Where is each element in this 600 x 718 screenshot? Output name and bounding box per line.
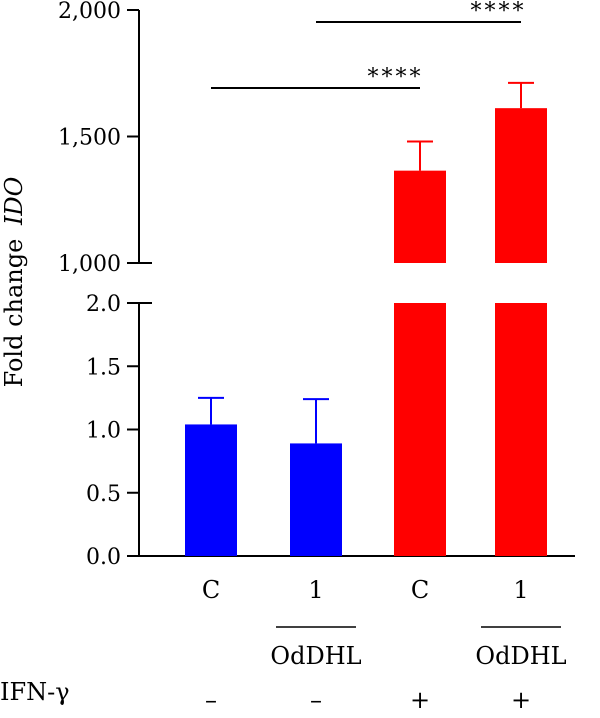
x-category-label-3: 1 (513, 576, 528, 604)
y-ticks-lower: 0.0 0.5 1.0 1.5 2.0 (86, 292, 139, 570)
y-axis-label-prefix: Fold change (0, 239, 28, 388)
bar-2-lower (394, 303, 446, 556)
ifn-value-1: – (310, 686, 322, 714)
treatment-group-label-0: OdDHL (270, 642, 361, 670)
y-tick-label-lower-3: 1.5 (86, 355, 121, 380)
ifn-value-3: + (511, 686, 531, 714)
significance-label-0: **** (368, 65, 424, 90)
y-tick-label-lower-4: 2.0 (86, 292, 121, 317)
y-tick-label-upper-0: 1,000 (58, 252, 121, 277)
treatment-group-labels: OdDHL OdDHL (270, 626, 567, 670)
ifn-value-2: + (410, 686, 430, 714)
x-category-label-0: C (202, 576, 220, 604)
y-tick-label-upper-1: 1,500 (58, 126, 121, 151)
y-tick-label-lower-1: 0.5 (86, 482, 121, 507)
significance-label-1: **** (471, 0, 527, 24)
x-category-label-1: 1 (308, 576, 323, 604)
bar-0 (185, 424, 237, 556)
bar-3-lower (495, 303, 547, 556)
x-category-labels: C 1 C 1 (202, 576, 529, 604)
y-ticks-upper: 1,000 1,500 2,000 (58, 0, 139, 277)
bars (185, 81, 547, 556)
treatment-group-label-1: OdDHL (475, 642, 566, 670)
y-axis-label-gene: IDO (0, 176, 28, 226)
x-category-label-2: C (411, 576, 429, 604)
y-tick-label-lower-2: 1.0 (86, 419, 121, 444)
bar-2-upper (394, 170, 446, 263)
significance-annotations: **** **** (211, 0, 527, 90)
y-tick-label-lower-0: 0.0 (86, 545, 121, 570)
ifn-value-0: – (205, 686, 217, 714)
y-tick-label-upper-2: 2,000 (58, 0, 121, 24)
bar-1 (290, 443, 342, 556)
ifn-row-values: – – + + (205, 686, 531, 714)
ifn-row-label: IFN-γ (0, 678, 70, 706)
y-axis-label: Fold change IDO (0, 176, 28, 387)
bar-3-upper (495, 108, 547, 263)
